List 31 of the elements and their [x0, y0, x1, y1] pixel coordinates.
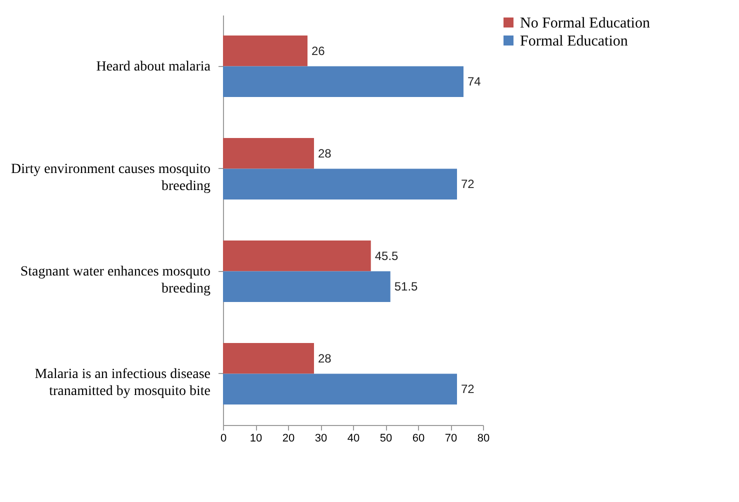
bar: [223, 138, 314, 169]
data-label: 45.5: [374, 248, 399, 263]
legend-label: No Formal Education: [520, 16, 650, 32]
y-tick-label: Malaria is an infectious disease tranamitted by mosquito bite: [34, 366, 210, 399]
x-tick-label: 30: [314, 432, 328, 444]
data-label: 74: [468, 74, 482, 89]
data-label: 72: [461, 177, 475, 192]
y-tick-label: Dirty environment causes mosquito breeding: [11, 162, 210, 194]
bar: [223, 271, 390, 302]
y-tick-label: Heard about malaria: [96, 59, 212, 74]
x-tick-label: 50: [380, 432, 392, 444]
bar: [223, 374, 457, 404]
data-label: 28: [318, 146, 332, 160]
data-label: 28: [318, 351, 332, 366]
bar: [223, 343, 314, 374]
bar: [223, 36, 308, 66]
y-tick-label: Stagnant water enhances mosquto breeding: [20, 264, 210, 296]
x-tick-label: 10: [250, 432, 262, 444]
bar: [223, 66, 464, 97]
data-label: 72: [461, 382, 475, 396]
legend-label: Formal Education: [520, 34, 628, 50]
x-tick-label: 0: [220, 432, 227, 444]
x-tick-label: 40: [347, 432, 360, 444]
x-tick-label: 80: [477, 432, 490, 444]
x-tick-label: 60: [412, 432, 425, 444]
x-tick-label: 20: [282, 432, 295, 444]
data-label: 51.5: [394, 280, 418, 294]
x-tick-label: 70: [444, 432, 458, 444]
bar: [223, 240, 371, 272]
data-label: 26: [312, 44, 326, 58]
bar: [223, 168, 457, 200]
